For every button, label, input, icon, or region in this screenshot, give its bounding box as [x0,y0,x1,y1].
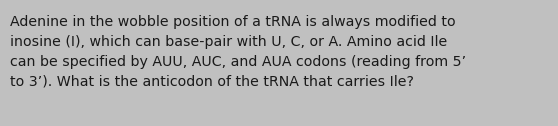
Text: Adenine in the wobble position of a tRNA is always modified to
inosine (I), whic: Adenine in the wobble position of a tRNA… [10,15,466,88]
